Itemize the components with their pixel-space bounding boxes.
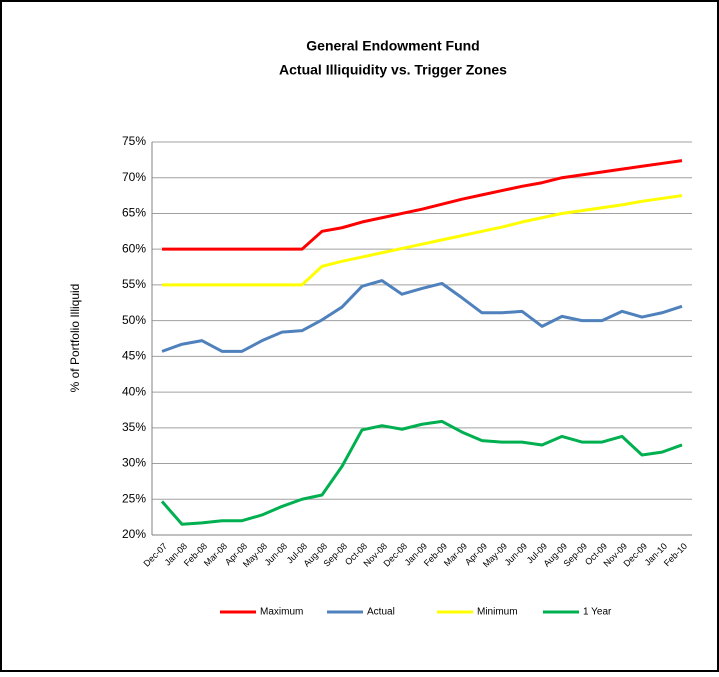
chart-subtitle: Actual Illiquidity vs. Trigger Zones [279,62,507,78]
y-tick-label: 30% [122,456,146,470]
y-tick-label: 45% [122,349,146,363]
y-tick-label: 75% [122,134,146,148]
series-line [162,159,683,251]
series-line [161,279,683,353]
y-tick-label: 70% [122,170,146,184]
legend-label: 1 Year [583,607,612,618]
series-line [160,419,683,526]
y-tick-label: 50% [122,313,146,327]
y-tick-label: 60% [122,241,146,255]
legend-label: Minimum [477,607,518,618]
y-axis-label: % of Portfolio Illiquid [68,284,82,393]
y-tick-label: 40% [122,384,146,398]
y-tick-label: 55% [122,277,146,291]
legend-label: Maximum [260,607,303,618]
y-tick-label: 65% [122,206,146,220]
y-tick-label: 20% [122,527,146,541]
chart-title: General Endowment Fund [306,38,479,54]
series-line [162,194,683,287]
y-tick-label: 35% [122,420,146,434]
legend-label: Actual [367,607,395,618]
y-tick-label: 25% [122,491,146,505]
